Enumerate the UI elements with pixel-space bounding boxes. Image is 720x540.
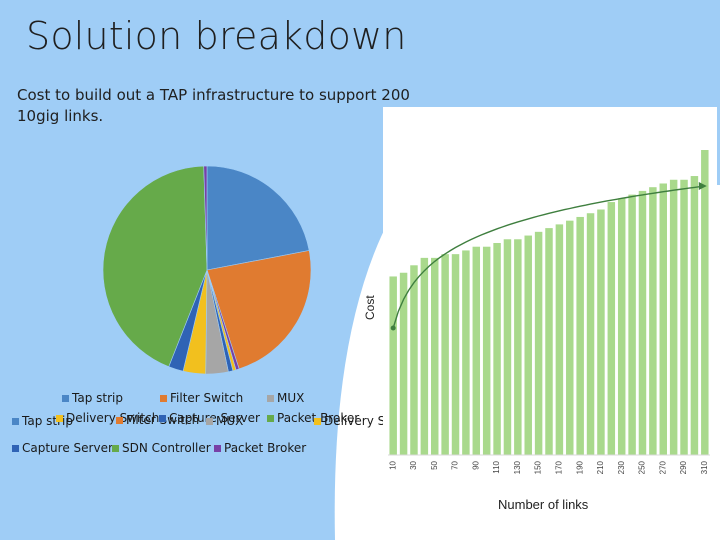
- bar: [628, 194, 636, 455]
- legend-swatch: [160, 395, 167, 402]
- bar: [566, 220, 574, 455]
- bar: [431, 257, 439, 455]
- y-axis-title: Cost: [363, 295, 377, 320]
- x-tick-label: 190: [575, 460, 584, 474]
- bar: [451, 254, 460, 455]
- x-tick-label: 10: [388, 460, 397, 469]
- x-tick-label: 250: [638, 460, 647, 474]
- x-tick-label: 90: [471, 460, 480, 469]
- legend-swatch: [12, 445, 19, 452]
- trend-arrowhead: [698, 182, 707, 190]
- legend-item: MUX: [267, 391, 304, 405]
- x-tick-label: 210: [596, 460, 605, 474]
- legend-label: Packet Broker: [224, 441, 307, 455]
- bar: [420, 257, 429, 455]
- x-tick-label: 170: [555, 460, 564, 474]
- legend-item: Capture Server: [159, 411, 260, 425]
- legend-item: Packet Broker: [214, 441, 306, 455]
- legend-row-1: Tap strip Filter Switch MUX: [62, 391, 304, 405]
- x-tick-label: 130: [513, 460, 522, 474]
- bar: [534, 231, 543, 455]
- trend-line: [392, 185, 705, 329]
- bar: [576, 216, 584, 455]
- x-tick-label: 30: [409, 460, 418, 469]
- bar: [503, 239, 512, 455]
- legend-swatch: [12, 418, 19, 425]
- bar: [638, 190, 647, 455]
- legend-swatch: [214, 445, 221, 452]
- slide-title: Solution breakdown: [26, 14, 407, 58]
- bar: [472, 246, 481, 455]
- bar: [482, 246, 491, 455]
- bar: [410, 265, 418, 455]
- bar: [701, 150, 709, 455]
- legend-item: Filter Switch: [160, 391, 243, 405]
- bar: [555, 224, 564, 455]
- legend-label: Capture Server: [22, 441, 113, 455]
- bar: [586, 213, 595, 455]
- bar: [524, 235, 532, 455]
- bar: [649, 187, 657, 455]
- legend-label: Delivery Switch: [66, 411, 160, 425]
- legend-swatch: [62, 395, 69, 402]
- legend-label: Capture Server: [169, 411, 260, 425]
- legend-item: MUX: [206, 414, 243, 428]
- legend-label: MUX: [216, 414, 244, 428]
- x-axis-title: Number of links: [498, 497, 589, 512]
- pie-slice: [206, 250, 312, 370]
- legend-item: SDN Controller: [112, 441, 211, 455]
- legend-swatch: [159, 415, 166, 422]
- legend-label: SDN Controller: [122, 441, 211, 455]
- legend-swatch: [314, 418, 321, 425]
- legend-item: Tap strip: [62, 391, 123, 405]
- bar: [680, 179, 688, 455]
- bar: [389, 276, 397, 455]
- legend-swatch: [56, 415, 63, 422]
- legend-swatch: [267, 395, 274, 402]
- legend-swatch: [267, 415, 274, 422]
- bar: [441, 254, 449, 455]
- x-tick-label: 70: [451, 460, 460, 469]
- bar: [690, 176, 699, 456]
- x-tick-label: 290: [679, 460, 688, 474]
- slide-subtitle: Cost to build out a TAP infrastructure t…: [17, 86, 410, 125]
- legend-row-3: Capture Server SDN Controller Packet Bro…: [12, 441, 306, 455]
- x-tick-label: 150: [534, 460, 543, 474]
- x-tick-label: 310: [700, 460, 709, 474]
- pie-slice: [203, 165, 208, 271]
- x-tick-label: 50: [430, 460, 439, 469]
- x-tick-label: 270: [658, 460, 667, 474]
- bar: [399, 272, 408, 455]
- bar: [597, 209, 605, 455]
- legend-swatch: [112, 445, 119, 452]
- x-tick-label: 230: [617, 460, 626, 474]
- legend-label: MUX: [277, 391, 305, 405]
- bar: [545, 228, 553, 455]
- pie-slice: [102, 165, 208, 368]
- trend-start-marker: [390, 325, 396, 331]
- bar: [493, 242, 501, 455]
- legend-item: Capture Server: [12, 441, 113, 455]
- bar: [607, 202, 616, 455]
- bar: [669, 179, 678, 455]
- pie-slice: [206, 165, 310, 271]
- bar: [659, 183, 667, 456]
- x-tick-label: 110: [492, 460, 501, 473]
- legend-item: Delivery Switch: [56, 411, 159, 425]
- bar: [462, 250, 470, 455]
- bar: [617, 198, 626, 455]
- bar: [514, 239, 522, 455]
- legend-swatch: [206, 418, 213, 425]
- legend-label: Filter Switch: [170, 391, 244, 405]
- legend-label: Tap strip: [72, 391, 123, 405]
- legend-swatch: [116, 417, 123, 424]
